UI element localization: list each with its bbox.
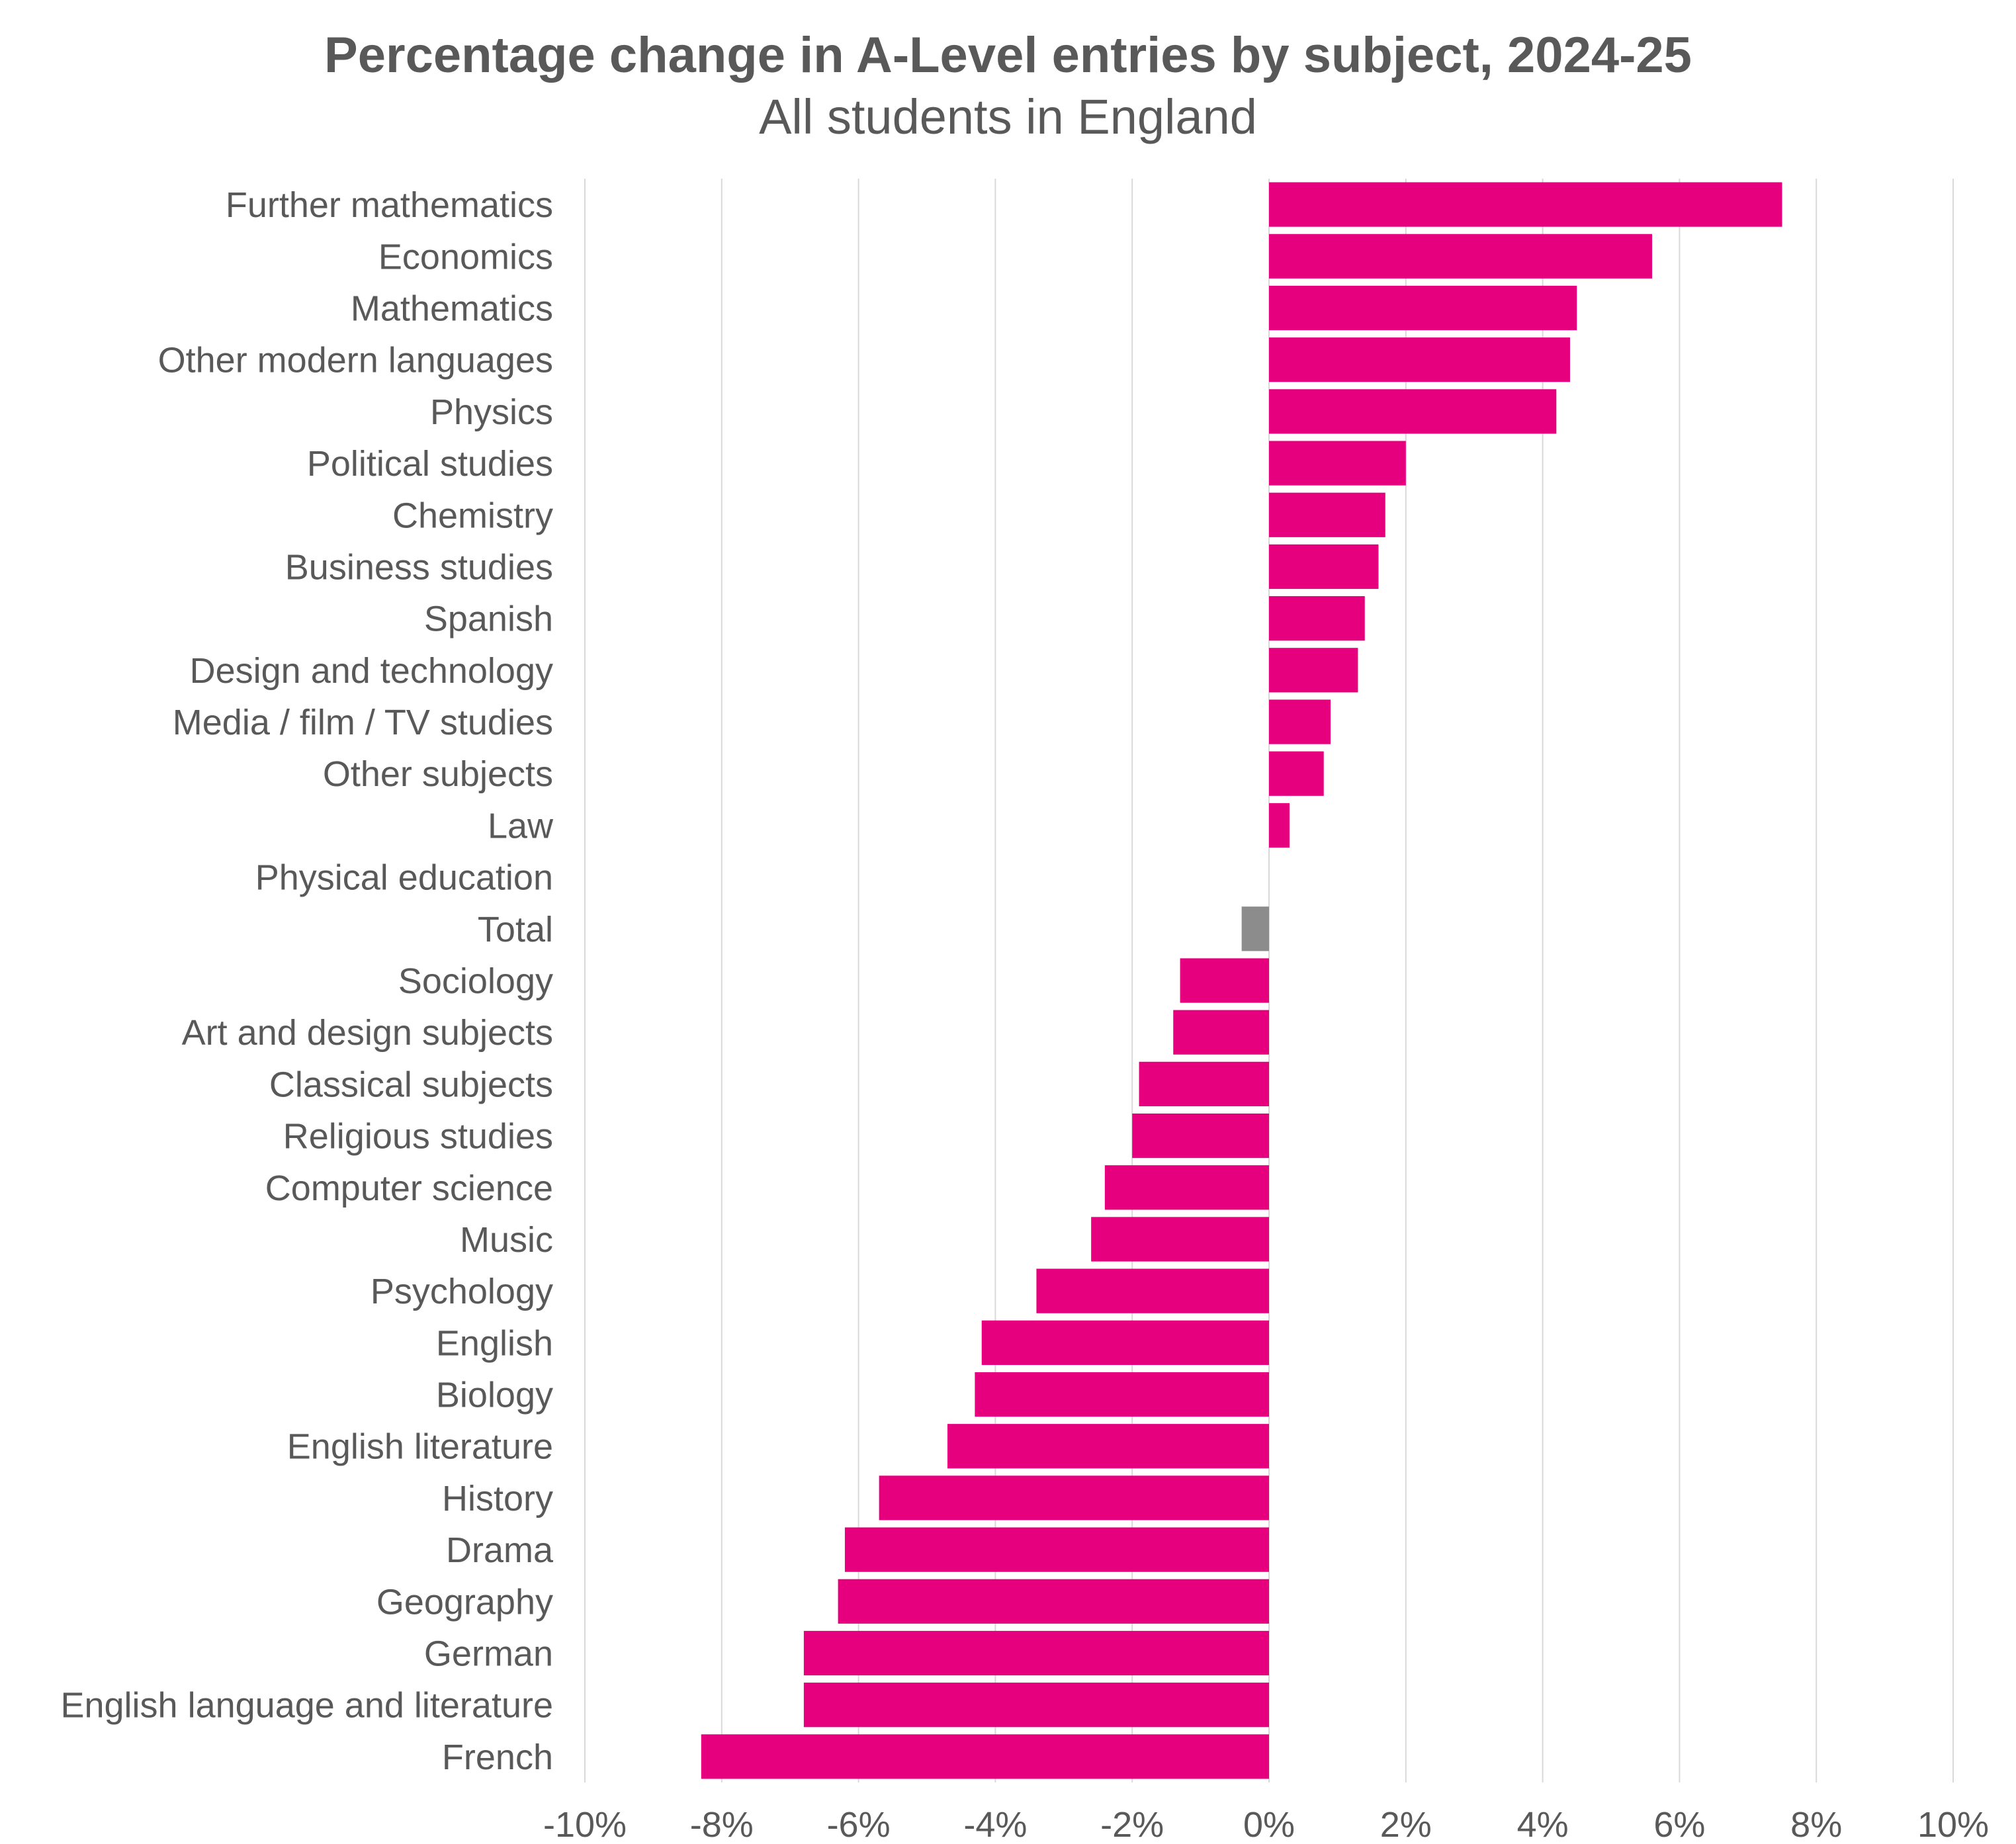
x-tick-label: 8% [1790, 1805, 1842, 1844]
bar [701, 1734, 1269, 1779]
x-tick-label: 0% [1243, 1805, 1295, 1844]
category-label: History [442, 1479, 553, 1518]
bar [1269, 234, 1653, 279]
x-tick-label: 2% [1380, 1805, 1432, 1844]
x-tick-label: -4% [963, 1805, 1027, 1844]
bar [1269, 337, 1570, 382]
bar [1173, 1010, 1269, 1055]
bar [1104, 1165, 1269, 1210]
category-label: English literature [287, 1427, 553, 1467]
bar [1269, 751, 1324, 796]
category-label: English [436, 1323, 553, 1363]
category-label: Art and design subjects [182, 1013, 553, 1053]
bar [1091, 1217, 1269, 1262]
bar [1269, 492, 1385, 537]
category-label: French [442, 1737, 553, 1777]
x-tick-label: -8% [690, 1805, 754, 1844]
bar [844, 1527, 1269, 1572]
bar [1269, 182, 1782, 227]
bar [1269, 803, 1290, 848]
bars [701, 182, 1782, 1779]
category-label: Computer science [265, 1168, 553, 1208]
bar [1269, 699, 1331, 744]
category-label: Mathematics [351, 288, 553, 328]
category-label: Spanish [424, 599, 553, 639]
bar [803, 1630, 1269, 1676]
bar [1269, 596, 1365, 641]
category-label: Media / film / TV studies [173, 703, 553, 742]
bar [1269, 648, 1358, 693]
category-label: Sociology [398, 961, 553, 1001]
bar [947, 1424, 1269, 1469]
bar [803, 1683, 1269, 1728]
category-label: Physics [430, 392, 553, 432]
category-label: Classical subjects [269, 1065, 553, 1104]
bar [1269, 544, 1379, 590]
category-label: Design and technology [190, 651, 553, 691]
category-label: Law [488, 806, 554, 846]
category-label: Other modern languages [158, 341, 553, 380]
category-label: Other subjects [323, 754, 553, 794]
bar [1269, 389, 1557, 434]
category-label: Business studies [285, 547, 553, 587]
x-tick-label: -2% [1100, 1805, 1164, 1844]
category-label: Music [460, 1220, 553, 1260]
category-label: Psychology [371, 1272, 553, 1311]
bar [879, 1475, 1269, 1520]
chart-title: Percentage change in A-Level entries by … [324, 27, 1692, 83]
category-label: Political studies [307, 444, 553, 484]
bar [838, 1579, 1269, 1624]
category-labels: Further mathematics Economics Mathematics O… [60, 185, 554, 1777]
bar [981, 1320, 1269, 1365]
category-label: Further mathematics [226, 185, 553, 225]
x-tick-label: -10% [543, 1805, 627, 1844]
category-label: Chemistry [392, 496, 553, 535]
x-tick-label: 4% [1517, 1805, 1569, 1844]
bar [1269, 441, 1406, 486]
bar [1241, 906, 1269, 951]
category-label: German [424, 1634, 553, 1674]
x-axis-tick-labels: -10% -8% -6% -4% -2% 0% 2% 4% 6% 8% 10% [543, 1805, 1989, 1844]
category-label: Biology [436, 1376, 553, 1415]
bar [1132, 1113, 1269, 1159]
bar [1180, 958, 1269, 1003]
category-label: Physical education [255, 858, 553, 898]
category-label: English language and literature [60, 1686, 553, 1726]
category-label: Religious studies [283, 1117, 553, 1157]
x-tick-label: 6% [1653, 1805, 1705, 1844]
x-tick-label: 10% [1917, 1805, 1989, 1844]
chart-subtitle: All students in England [759, 89, 1257, 144]
bar [1269, 285, 1577, 331]
bar [1139, 1061, 1269, 1107]
x-tick-label: -6% [827, 1805, 891, 1844]
category-label: Economics [378, 237, 553, 277]
category-label: Drama [446, 1530, 554, 1570]
bar [975, 1372, 1269, 1417]
bar [1036, 1268, 1269, 1313]
category-label: Total [478, 910, 553, 949]
category-label: Geography [376, 1582, 553, 1622]
